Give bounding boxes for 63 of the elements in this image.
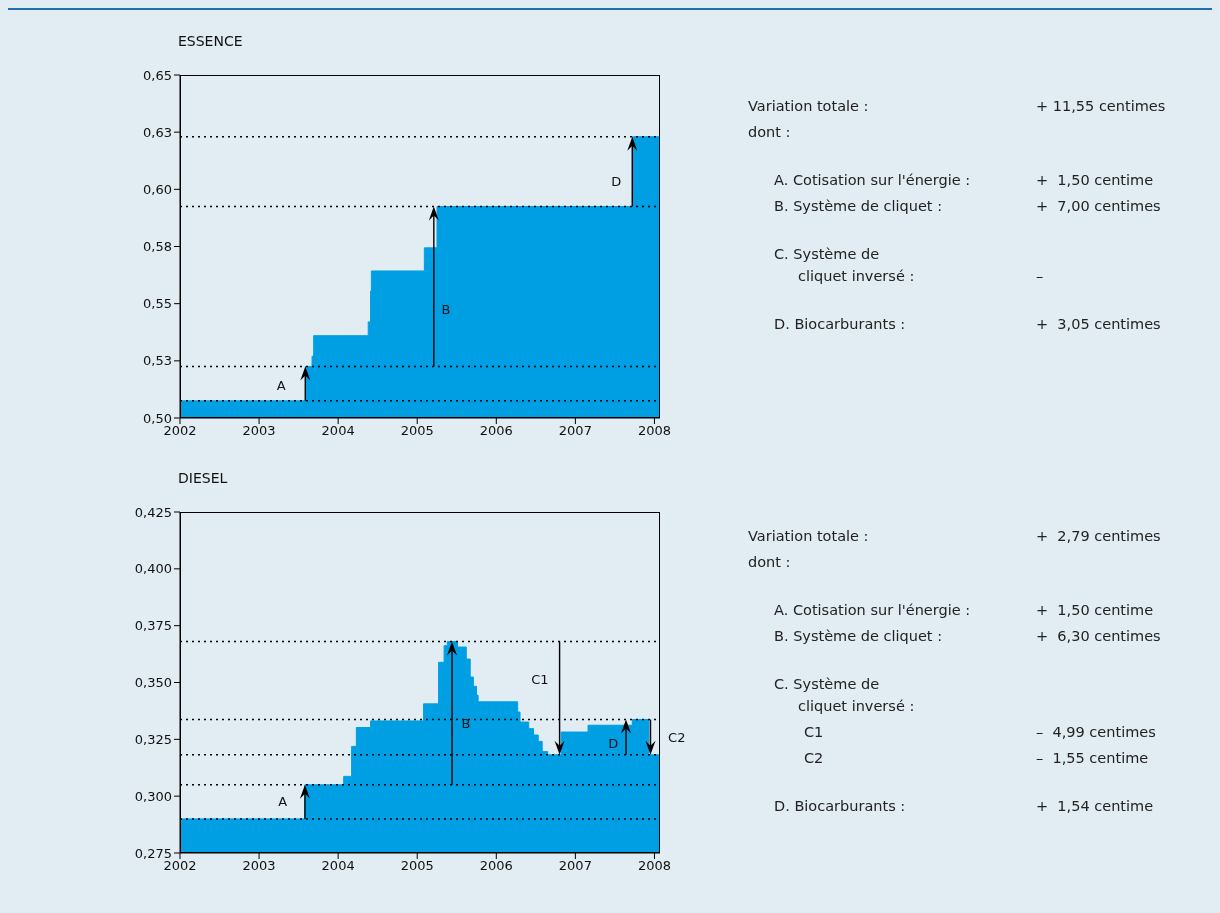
y-tick-label: 0,400: [134, 561, 172, 577]
text: + 11,55 centimes: [1036, 97, 1166, 116]
x-tick-label: 2007: [558, 858, 592, 874]
y-tick-label: 0,58: [143, 239, 172, 255]
x-tick-label: 2008: [637, 858, 672, 874]
text: + 3,05 centimes: [1036, 315, 1161, 334]
text: + 7,00 centimes: [1036, 197, 1161, 216]
annotation: C1: [531, 671, 549, 687]
text: C. Système de cliquet inversé :: [774, 675, 916, 716]
text: –: [1036, 267, 1044, 286]
y-tick-label: 0,63: [143, 124, 172, 140]
x-tick-label: 2004: [321, 858, 355, 874]
y-tick-label: 0,55: [143, 296, 172, 312]
text: + 2,79 centimes: [1036, 527, 1161, 546]
text: dont :: [748, 123, 792, 142]
text: + 1,50 centime: [1036, 601, 1154, 620]
x-tick-label: 2007: [558, 423, 592, 439]
y-tick-label: 0,350: [134, 675, 172, 691]
y-tick-label: 0,425: [134, 504, 172, 520]
x-tick-label: 2005: [400, 423, 434, 439]
text: – 4,99 centimes: [1036, 723, 1156, 742]
x-tick-label: 2008: [637, 423, 672, 439]
text: – 1,55 centime: [1036, 749, 1149, 768]
annotation: D: [608, 736, 619, 752]
text: + 1,54 centime: [1036, 797, 1154, 816]
text: + 1,50 centime: [1036, 171, 1154, 190]
x-tick-label: 2002: [163, 858, 197, 874]
text: A. Cotisation sur l'énergie :: [774, 601, 972, 620]
y-tick-label: 0,325: [134, 731, 172, 747]
y-tick-label: 0,300: [134, 788, 172, 804]
text: Variation totale :: [748, 97, 870, 116]
y-tick-label: 0,60: [143, 181, 172, 197]
x-tick-label: 2002: [163, 423, 197, 439]
text: A. Cotisation sur l'énergie :: [774, 171, 972, 190]
text: C. Système de cliquet inversé :: [774, 245, 916, 286]
x-tick-label: 2003: [242, 423, 276, 439]
annotation: B: [441, 302, 451, 318]
text: C2: [804, 749, 825, 768]
x-tick-label: 2004: [321, 423, 355, 439]
text: B. Système de cliquet :: [774, 627, 944, 646]
annotation: A: [276, 377, 286, 393]
text: D. Biocarburants :: [774, 315, 907, 334]
y-tick-label: 0,375: [134, 618, 172, 634]
text: D. Biocarburants :: [774, 797, 907, 816]
annotation: A: [278, 794, 288, 810]
x-tick-label: 2006: [479, 423, 513, 439]
text: + 6,30 centimes: [1036, 627, 1161, 646]
text: C1: [804, 723, 825, 742]
text: Variation totale :: [748, 527, 870, 546]
chart-title: ESSENCE: [178, 33, 243, 49]
y-tick-label: 0,53: [143, 353, 172, 369]
y-tick-label: 0,50: [143, 410, 172, 426]
text: C2: [668, 729, 686, 745]
chart-title: DIESEL: [178, 470, 228, 486]
y-tick-label: 0,65: [143, 67, 172, 83]
x-tick-label: 2003: [242, 858, 276, 874]
text: B. Système de cliquet :: [774, 197, 944, 216]
annotation: D: [611, 174, 622, 190]
x-tick-label: 2006: [479, 858, 513, 874]
y-tick-label: 0,275: [134, 845, 172, 861]
x-tick-label: 2005: [400, 858, 434, 874]
annotation: B: [461, 715, 471, 731]
text: dont :: [748, 553, 792, 572]
